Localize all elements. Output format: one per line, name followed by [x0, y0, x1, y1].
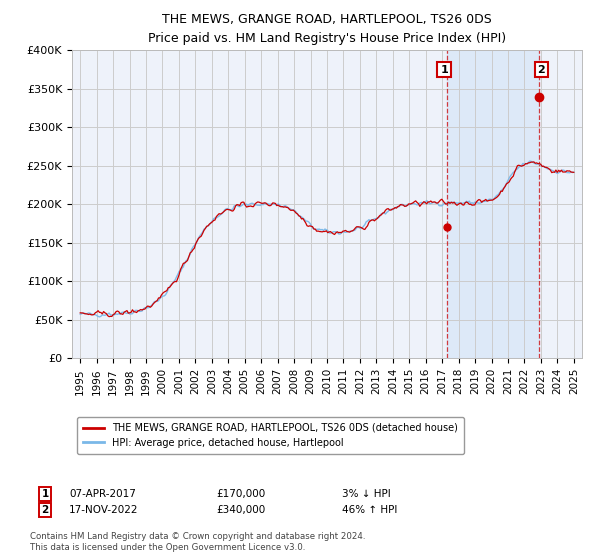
Text: 3% ↓ HPI: 3% ↓ HPI [342, 489, 391, 499]
Text: £170,000: £170,000 [216, 489, 265, 499]
Text: £340,000: £340,000 [216, 505, 265, 515]
Bar [446, 50, 539, 358]
Text: 2: 2 [538, 64, 545, 74]
Title: THE MEWS, GRANGE ROAD, HARTLEPOOL, TS26 0DS
Price paid vs. HM Land Registry's Ho: THE MEWS, GRANGE ROAD, HARTLEPOOL, TS26 … [148, 13, 506, 45]
Text: 1: 1 [440, 64, 448, 74]
Text: 07-APR-2017: 07-APR-2017 [69, 489, 136, 499]
Text: 2: 2 [41, 505, 49, 515]
Text: 46% ↑ HPI: 46% ↑ HPI [342, 505, 397, 515]
Legend: THE MEWS, GRANGE ROAD, HARTLEPOOL, TS26 0DS (detached house), HPI: Average price: THE MEWS, GRANGE ROAD, HARTLEPOOL, TS26 … [77, 417, 464, 454]
Text: Contains HM Land Registry data © Crown copyright and database right 2024.
This d: Contains HM Land Registry data © Crown c… [30, 532, 365, 552]
Text: 17-NOV-2022: 17-NOV-2022 [69, 505, 139, 515]
Text: 1: 1 [41, 489, 49, 499]
